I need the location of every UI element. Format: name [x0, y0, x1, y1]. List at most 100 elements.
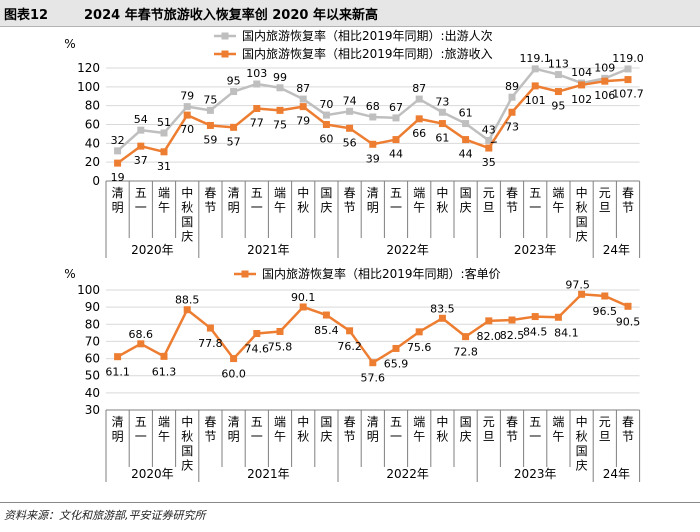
- data-point-marker: [183, 306, 191, 314]
- data-label: 51: [157, 116, 171, 129]
- data-point-marker: [346, 327, 354, 335]
- legend-swatch-marker: [221, 32, 229, 40]
- data-label: 73: [435, 95, 449, 108]
- x-category-label: 午: [158, 430, 170, 444]
- data-label: 75.8: [268, 340, 293, 353]
- data-point-marker: [438, 314, 446, 322]
- x-category-label: 秋: [436, 201, 448, 215]
- x-category-label: 秋: [297, 430, 309, 444]
- data-label: 57: [227, 135, 241, 148]
- x-category-label: 中: [297, 185, 309, 200]
- data-point-marker: [160, 129, 168, 137]
- data-label: 73: [505, 120, 519, 133]
- x-category-label: 端: [274, 415, 286, 429]
- data-label: 89: [505, 80, 519, 93]
- data-point-marker: [230, 123, 238, 131]
- data-label: 109: [594, 61, 615, 74]
- x-category-label: 端: [552, 415, 564, 429]
- x-category-label: 午: [413, 201, 425, 215]
- x-category-label: 一: [390, 201, 402, 215]
- year-group-label: 2020年: [131, 243, 174, 257]
- data-point-marker: [438, 108, 446, 116]
- x-category-label: 国: [460, 186, 472, 200]
- data-point-marker: [624, 76, 632, 84]
- x-category-label: 旦: [599, 430, 611, 444]
- x-category-label: 国: [576, 444, 588, 458]
- x-category-label: 庆: [181, 459, 193, 473]
- x-category-label: 庆: [576, 459, 588, 473]
- data-label: 70: [180, 123, 194, 136]
- data-label: 67: [389, 101, 403, 114]
- x-category-label: 国: [181, 215, 193, 229]
- data-label: 72.8: [453, 346, 478, 359]
- data-point-marker: [415, 115, 423, 123]
- x-category-label: 清: [112, 186, 124, 200]
- x-category-label: 一: [251, 201, 263, 215]
- data-label: 119.0: [612, 52, 644, 65]
- x-category-label: 节: [204, 430, 216, 444]
- x-category-label: 中: [181, 414, 193, 429]
- source-note: 资料来源：文化和旅游部,平安证券研究所: [4, 509, 206, 522]
- data-label: 61: [435, 132, 449, 145]
- data-label: 87: [412, 82, 426, 95]
- data-point-marker: [415, 95, 423, 103]
- data-label: 75: [273, 118, 287, 131]
- data-point-marker: [531, 313, 539, 321]
- data-point-marker: [230, 88, 238, 96]
- data-point-marker: [346, 107, 354, 115]
- data-label: 31: [157, 160, 171, 173]
- data-point-marker: [415, 328, 423, 336]
- x-category-label: 端: [552, 186, 564, 200]
- x-category-label: 节: [622, 430, 634, 444]
- x-category-label: 明: [367, 430, 379, 444]
- x-category-label: 国: [320, 186, 332, 200]
- x-category-label: 中: [297, 414, 309, 429]
- data-label: 60.0: [221, 368, 246, 381]
- legend-label: 国内旅游恢复率（相比2019年同期）:客单价: [262, 266, 501, 281]
- y-tick-label: 80: [85, 317, 100, 331]
- x-category-label: 元: [483, 415, 495, 429]
- data-point-marker: [624, 302, 632, 310]
- x-category-label: 明: [112, 430, 124, 444]
- data-point-marker: [392, 114, 400, 122]
- x-category-label: 午: [158, 201, 170, 215]
- data-label: 76.2: [337, 340, 362, 353]
- data-label: 60: [319, 133, 333, 146]
- data-point-marker: [183, 103, 191, 111]
- x-category-label: 中: [576, 185, 588, 200]
- x-category-label: 节: [344, 430, 356, 444]
- data-label: 102: [571, 93, 592, 106]
- legend-label: 国内旅游恢复率（相比2019年同期）:出游人次: [242, 28, 493, 43]
- data-label: 77: [250, 116, 264, 129]
- x-category-label: 庆: [460, 430, 472, 444]
- y-tick-label: 40: [85, 136, 100, 150]
- data-point-marker: [462, 333, 470, 341]
- data-label: 82.5: [500, 329, 525, 342]
- data-label: 119.1: [519, 52, 551, 65]
- data-label: 74: [343, 94, 357, 107]
- x-category-label: 元: [483, 186, 495, 200]
- x-category-label: 春: [622, 415, 634, 429]
- data-label: 44: [389, 148, 403, 161]
- data-label: 68.6: [129, 328, 154, 341]
- x-category-label: 午: [274, 201, 286, 215]
- data-label: 83.5: [430, 302, 455, 315]
- data-point-marker: [531, 65, 539, 73]
- legend-swatch-marker: [221, 50, 229, 58]
- data-label: 56: [343, 136, 357, 149]
- data-label: 99: [273, 71, 287, 84]
- data-point-marker: [322, 311, 330, 319]
- x-category-label: 元: [599, 415, 611, 429]
- data-label: 35: [482, 156, 496, 169]
- x-category-label: 国: [320, 415, 332, 429]
- data-label: 104: [571, 66, 592, 79]
- data-label: 75.6: [407, 341, 432, 354]
- x-category-label: 春: [344, 186, 356, 200]
- y-tick-label: 30: [85, 403, 100, 417]
- x-category-label: 清: [228, 415, 240, 429]
- data-label: 107.7: [612, 88, 644, 101]
- x-category-label: 中: [576, 414, 588, 429]
- data-label: 96.5: [593, 305, 618, 318]
- x-category-label: 端: [413, 186, 425, 200]
- x-category-label: 五: [529, 186, 541, 200]
